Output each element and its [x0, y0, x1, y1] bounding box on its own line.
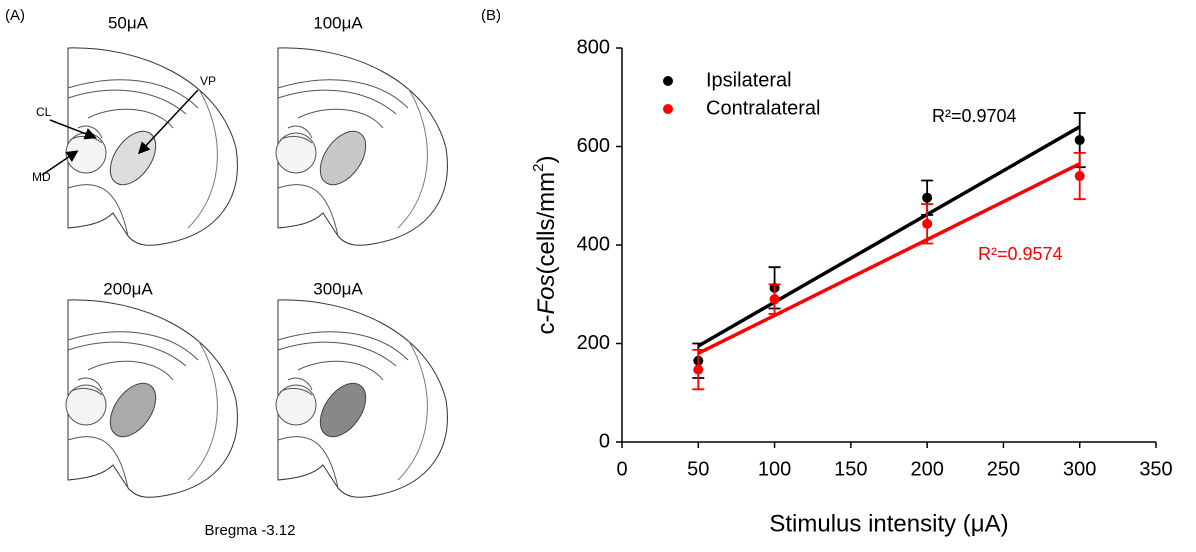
fit-line	[697, 162, 1081, 355]
data-point	[922, 192, 933, 203]
x-tick-label: 50	[687, 458, 709, 480]
region-label: VP	[200, 74, 216, 88]
legend-marker	[663, 76, 673, 86]
section-label: 50μA	[108, 13, 149, 32]
y-tick-label: 200	[577, 332, 610, 354]
caption: Bregma -3.12	[205, 522, 296, 539]
panel-label: (B)	[481, 7, 501, 24]
data-point	[769, 294, 780, 305]
y-tick-label: 800	[577, 36, 610, 58]
arrow	[41, 150, 79, 176]
vp-region	[319, 130, 367, 186]
fit-line	[697, 125, 1081, 348]
y-label-part: 2	[530, 163, 547, 171]
section-label: 100μA	[313, 13, 363, 32]
x-tick-label: 250	[987, 458, 1020, 480]
y-tick-label: 0	[599, 430, 610, 452]
panel-label: (A)	[5, 7, 25, 24]
x-tick-label: 100	[758, 458, 791, 480]
section-label: 200μA	[103, 279, 153, 298]
y-label-part: Fos	[533, 274, 560, 314]
x-tick-label: 300	[1063, 458, 1096, 480]
section-label: 300μA	[313, 279, 363, 298]
legend-label: Ipsilateral	[706, 69, 792, 91]
data-point	[1074, 135, 1085, 146]
x-tick-label: 0	[616, 458, 627, 480]
data-point	[1074, 171, 1085, 182]
data-point	[922, 218, 933, 229]
vp-region	[109, 382, 157, 438]
y-tick-label: 400	[577, 233, 610, 255]
x-axis-label: Stimulus intensity (μA)	[769, 510, 1008, 537]
x-tick-label: 350	[1139, 458, 1172, 480]
brain-sections	[65, 47, 448, 498]
arrow	[137, 89, 199, 155]
x-tick-label: 150	[834, 458, 867, 480]
x-tick-label: 200	[910, 458, 943, 480]
y-label-part: c-	[533, 315, 560, 335]
vp-region	[319, 382, 367, 438]
y-label-part: )	[533, 155, 560, 163]
r2-annotation: R²=0.9574	[978, 244, 1063, 264]
legend-marker	[663, 104, 673, 114]
arrow	[49, 119, 97, 140]
legend-label: Contralateral	[706, 97, 821, 119]
y-tick-label: 600	[577, 135, 610, 157]
region-label: MD	[32, 170, 51, 184]
y-label-part: (cells/mm	[533, 172, 560, 275]
y-axis-label: c-Fos(cells/mm2)	[530, 155, 560, 334]
region-label: CL	[36, 105, 52, 119]
r2-annotation: R²=0.9704	[932, 106, 1017, 126]
data-point	[693, 364, 704, 375]
